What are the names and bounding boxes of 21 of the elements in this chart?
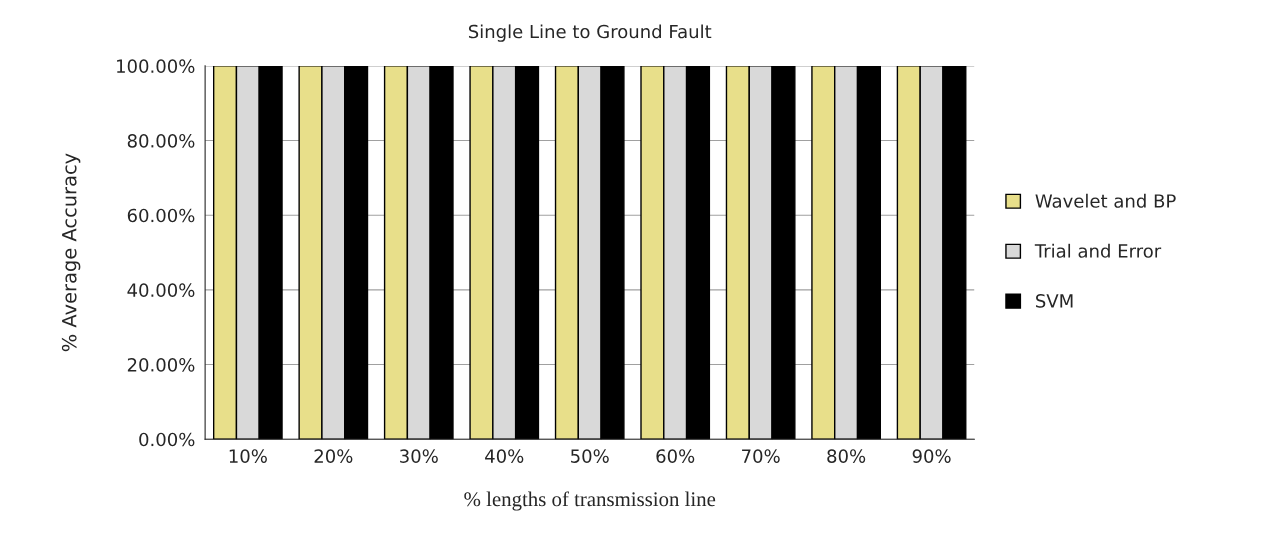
y-tick-label: 60.00% bbox=[127, 208, 195, 223]
chart-title: Single Line to Ground Fault bbox=[468, 24, 712, 42]
legend-label: SVM bbox=[1036, 294, 1073, 308]
y-tick-label: 0.00% bbox=[139, 432, 195, 447]
x-tick-label: 70% bbox=[742, 449, 780, 463]
x-tick-label: 10% bbox=[229, 449, 267, 463]
x-tick-label: 50% bbox=[571, 449, 609, 463]
legend-label: Wavelet and BP bbox=[1035, 193, 1176, 208]
x-tick-label: 90% bbox=[912, 449, 951, 463]
y-tick-label: 40.00% bbox=[127, 283, 195, 297]
x-tick-label: 30% bbox=[400, 449, 438, 463]
x-tick-label: 80% bbox=[827, 449, 866, 463]
y-tick-label: 20.00% bbox=[127, 358, 195, 372]
y-axis-title: % Average Accuracy bbox=[61, 153, 81, 352]
x-tick-label: 20% bbox=[314, 449, 353, 463]
legend-label: Trial and Error bbox=[1034, 243, 1162, 258]
y-tick-label: 80.00% bbox=[127, 134, 195, 148]
x-tick-label: 40% bbox=[485, 449, 524, 463]
y-tick-label: 100.00% bbox=[117, 59, 195, 73]
x-tick-label: 60% bbox=[656, 449, 695, 463]
x-axis-title: % lengths of transmission line bbox=[464, 491, 716, 511]
